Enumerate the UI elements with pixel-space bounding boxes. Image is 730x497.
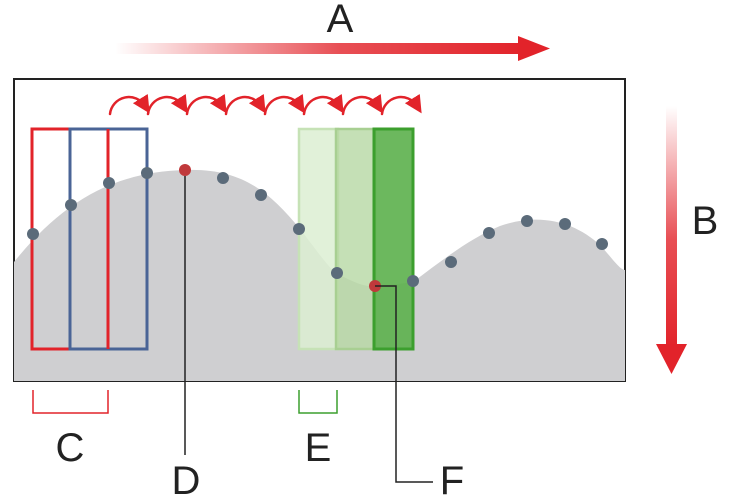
curved-arrows [108,93,422,116]
label-a: A [327,0,354,41]
leader-f [375,285,433,483]
bracket-e [298,390,338,414]
bracket-c [32,390,109,414]
sample-points [27,167,608,287]
label-e: E [305,426,332,470]
label-d: D [172,459,201,497]
label-c: C [56,426,85,470]
label-b: B [692,199,719,243]
arrow-a [115,36,550,61]
point-d [179,164,191,176]
arrow-b [656,106,687,374]
green-windows [297,127,415,351]
label-f: F [440,459,464,497]
